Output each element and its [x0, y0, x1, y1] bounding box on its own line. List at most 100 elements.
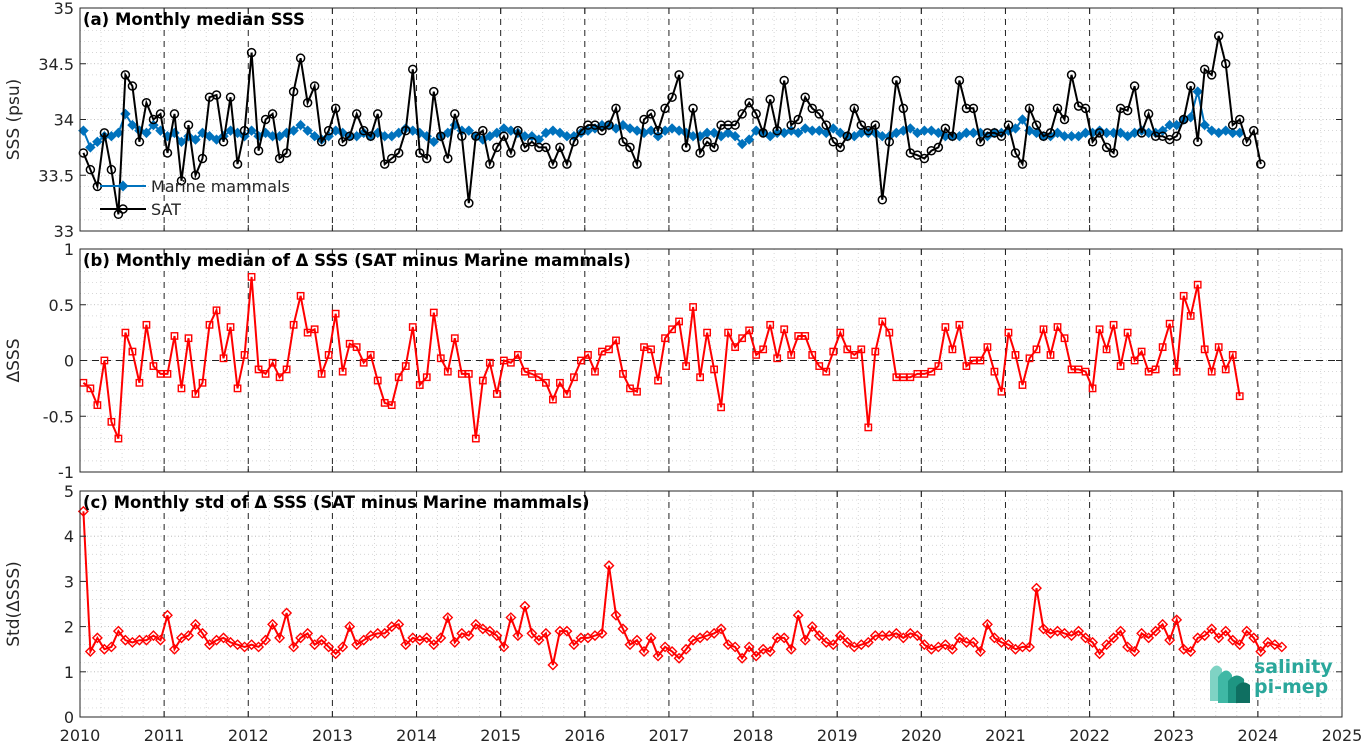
data-point — [1137, 347, 1146, 356]
data-point — [288, 86, 299, 97]
data-point — [666, 645, 678, 657]
data-point — [1199, 119, 1210, 131]
data-point — [526, 627, 538, 639]
data-point — [815, 362, 824, 370]
data-point — [190, 134, 201, 145]
data-point — [897, 632, 909, 644]
data-point — [750, 650, 762, 662]
data-point — [330, 103, 341, 114]
panel-title: (c) Monthly std of Δ SSS (SAT minus Mari… — [83, 493, 590, 512]
data-point — [443, 367, 452, 376]
data-point — [93, 401, 102, 409]
data-point — [365, 131, 376, 141]
data-point — [1108, 632, 1120, 644]
y-tick-label: 33 — [54, 222, 74, 241]
data-point — [1060, 334, 1069, 343]
panel-a-monthly-median-sss: 33 33.5 34 34.5 35 (a) Monthly median SSS SSS … — [4, 0, 1343, 241]
data-point — [1220, 625, 1232, 637]
data-point — [133, 634, 145, 646]
data-point — [485, 358, 494, 367]
data-point — [605, 345, 613, 354]
data-point — [1122, 105, 1133, 116]
data-point — [330, 648, 342, 660]
data-point — [722, 127, 734, 139]
x-tick-label: 2024 — [1238, 726, 1279, 745]
data-point — [1248, 632, 1260, 644]
data-point — [120, 70, 131, 80]
data-point — [344, 131, 355, 141]
data-point — [611, 103, 621, 114]
y-tick-label: -0.5 — [43, 407, 74, 426]
data-point — [422, 373, 431, 382]
data-point — [870, 120, 881, 130]
data-point — [191, 390, 200, 398]
data-point — [584, 351, 592, 359]
data-point — [324, 351, 333, 359]
data-point — [743, 641, 755, 653]
data-point — [1227, 634, 1239, 646]
y-axis-label: Std(ΔSSS) — [4, 561, 24, 647]
data-point — [771, 632, 783, 644]
data-point — [296, 291, 305, 300]
data-point — [904, 627, 916, 639]
series-line — [82, 35, 1262, 215]
data-point — [246, 47, 257, 58]
data-point — [869, 630, 881, 642]
data-point — [344, 621, 356, 633]
data-point — [92, 136, 103, 148]
data-point — [625, 142, 635, 153]
data-point — [113, 209, 124, 220]
data-point — [736, 138, 748, 150]
data-point — [295, 119, 306, 131]
data-point — [162, 148, 173, 158]
x-tick-label: 2015 — [480, 726, 521, 745]
data-point — [554, 625, 566, 637]
data-point — [1157, 618, 1169, 630]
x-tick-label: 2012 — [228, 726, 269, 745]
data-point — [1003, 120, 1014, 130]
data-point — [485, 159, 495, 169]
data-point — [190, 170, 201, 180]
x-tick-label: 2011 — [144, 726, 185, 745]
data-point — [204, 131, 215, 142]
data-point — [941, 323, 950, 331]
x-tick-label: 2010 — [60, 726, 101, 745]
data-point — [225, 92, 236, 102]
data-point — [591, 367, 599, 376]
data-point — [1269, 639, 1281, 651]
data-point — [267, 618, 279, 630]
data-point — [1151, 365, 1160, 374]
data-point — [147, 630, 159, 642]
data-point — [1002, 639, 1014, 651]
data-point — [918, 639, 930, 651]
data-point — [288, 125, 299, 136]
data-point — [463, 630, 475, 642]
data-point — [689, 303, 697, 311]
data-point — [639, 114, 649, 125]
data-point — [85, 142, 96, 153]
data-point — [898, 103, 909, 114]
data-point — [128, 347, 137, 356]
data-point — [393, 618, 405, 630]
data-point — [703, 328, 712, 337]
data-point — [1032, 345, 1041, 354]
data-point — [373, 376, 382, 385]
data-point — [1136, 128, 1147, 138]
data-point — [1276, 641, 1288, 653]
data-point — [148, 114, 159, 125]
data-point — [107, 417, 116, 426]
data-point — [1262, 636, 1274, 648]
data-point — [1249, 125, 1259, 136]
data-point — [780, 325, 789, 334]
data-point — [442, 127, 454, 139]
data-point — [758, 128, 768, 138]
data-point — [1059, 131, 1070, 142]
data-point — [519, 131, 531, 142]
data-point — [862, 636, 874, 648]
data-point — [1004, 328, 1013, 337]
data-point — [1185, 645, 1197, 657]
data-point — [323, 125, 334, 136]
data-point — [533, 634, 545, 646]
data-point — [281, 607, 293, 619]
data-point — [1059, 114, 1070, 125]
